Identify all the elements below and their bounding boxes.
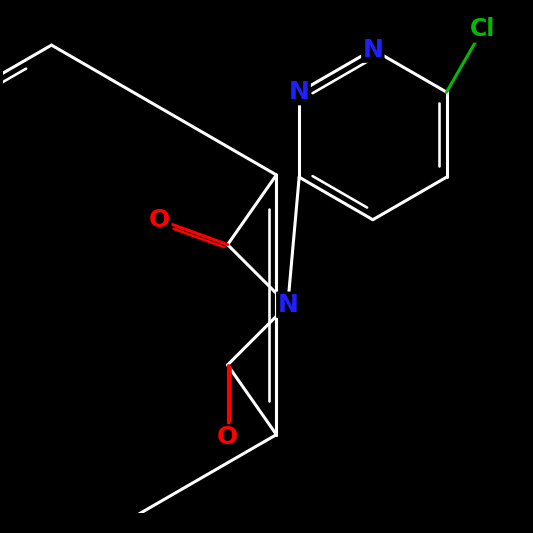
Text: N: N <box>289 80 310 104</box>
Text: O: O <box>217 425 238 449</box>
Text: O: O <box>149 208 170 232</box>
Text: N: N <box>362 37 383 62</box>
Text: Cl: Cl <box>470 18 495 42</box>
Text: N: N <box>277 293 298 317</box>
